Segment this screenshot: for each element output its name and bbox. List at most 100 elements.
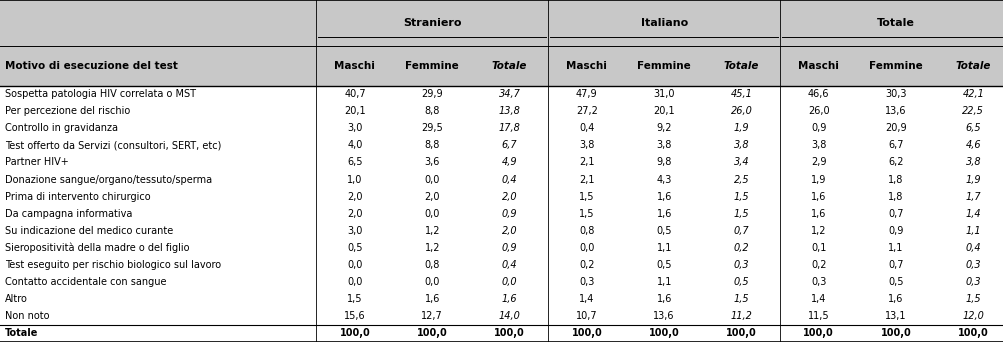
- Text: 0,9: 0,9: [888, 226, 903, 236]
- Text: 13,6: 13,6: [653, 311, 674, 321]
- Text: 1,2: 1,2: [810, 226, 825, 236]
- Text: Totale: Totale: [877, 18, 914, 28]
- Text: 46,6: 46,6: [807, 89, 828, 99]
- Text: 0,7: 0,7: [733, 226, 748, 236]
- Text: 10,7: 10,7: [576, 311, 597, 321]
- Text: 27,2: 27,2: [576, 106, 597, 116]
- Text: 0,4: 0,4: [579, 123, 594, 133]
- Text: 9,8: 9,8: [656, 157, 671, 168]
- Text: 20,9: 20,9: [885, 123, 906, 133]
- Text: 4,0: 4,0: [347, 140, 362, 150]
- Text: 1,1: 1,1: [656, 277, 671, 287]
- Text: 1,6: 1,6: [656, 209, 671, 219]
- Text: 0,3: 0,3: [733, 260, 748, 270]
- Text: 1,9: 1,9: [965, 174, 980, 185]
- Text: 2,0: 2,0: [347, 192, 362, 202]
- Text: 1,1: 1,1: [656, 243, 671, 253]
- Text: 0,9: 0,9: [502, 243, 517, 253]
- Bar: [0, 0, 1003, 46]
- Text: Da campagna informativa: Da campagna informativa: [5, 209, 132, 219]
- Text: 0,5: 0,5: [347, 243, 362, 253]
- Text: 100,0: 100,0: [880, 328, 911, 339]
- Text: 29,9: 29,9: [421, 89, 442, 99]
- Text: 1,5: 1,5: [733, 192, 748, 202]
- Text: Test offerto da Servizi (consultori, SERT, etc): Test offerto da Servizi (consultori, SER…: [5, 140, 222, 150]
- Text: Maschi: Maschi: [797, 61, 839, 71]
- Text: 12,7: 12,7: [421, 311, 442, 321]
- Text: 3,0: 3,0: [347, 123, 362, 133]
- Text: 3,8: 3,8: [810, 140, 825, 150]
- Text: 1,9: 1,9: [733, 123, 748, 133]
- Text: Motivo di esecuzione del test: Motivo di esecuzione del test: [5, 61, 178, 71]
- Text: 1,5: 1,5: [733, 294, 748, 304]
- Text: 1,4: 1,4: [810, 294, 825, 304]
- Text: 6,7: 6,7: [888, 140, 903, 150]
- Text: 0,5: 0,5: [888, 277, 903, 287]
- Text: 1,5: 1,5: [579, 192, 594, 202]
- Text: 40,7: 40,7: [344, 89, 365, 99]
- Text: Sieropositività della madre o del figlio: Sieropositività della madre o del figlio: [5, 243, 190, 253]
- Text: 1,0: 1,0: [347, 174, 362, 185]
- Text: Contatto accidentale con sangue: Contatto accidentale con sangue: [5, 277, 166, 287]
- Text: Italiano: Italiano: [640, 18, 687, 28]
- Text: 0,7: 0,7: [888, 260, 903, 270]
- Text: 1,2: 1,2: [424, 226, 439, 236]
- Text: 26,0: 26,0: [807, 106, 828, 116]
- Text: 0,0: 0,0: [424, 277, 439, 287]
- Text: Controllo in gravidanza: Controllo in gravidanza: [5, 123, 118, 133]
- Text: 100,0: 100,0: [339, 328, 370, 339]
- Text: 13,6: 13,6: [885, 106, 906, 116]
- Text: 14,0: 14,0: [498, 311, 520, 321]
- Text: 3,8: 3,8: [656, 140, 671, 150]
- Text: 8,8: 8,8: [424, 140, 439, 150]
- Text: 2,5: 2,5: [733, 174, 748, 185]
- Text: 15,6: 15,6: [344, 311, 365, 321]
- Text: 2,0: 2,0: [502, 192, 517, 202]
- Text: 0,3: 0,3: [810, 277, 825, 287]
- Text: 0,0: 0,0: [347, 260, 362, 270]
- Text: 6,2: 6,2: [888, 157, 903, 168]
- Text: Maschi: Maschi: [566, 61, 607, 71]
- Text: Totale: Totale: [723, 61, 758, 71]
- Text: 0,0: 0,0: [424, 209, 439, 219]
- Text: 17,8: 17,8: [498, 123, 520, 133]
- Text: 1,5: 1,5: [579, 209, 594, 219]
- Text: 3,4: 3,4: [733, 157, 748, 168]
- Text: 2,1: 2,1: [579, 157, 594, 168]
- Text: 100,0: 100,0: [648, 328, 679, 339]
- Text: Test eseguito per rischio biologico sul lavoro: Test eseguito per rischio biologico sul …: [5, 260, 221, 270]
- Text: Totale: Totale: [955, 61, 990, 71]
- Text: 0,2: 0,2: [579, 260, 594, 270]
- Text: 1,8: 1,8: [888, 192, 903, 202]
- Text: 30,3: 30,3: [885, 89, 906, 99]
- Text: 0,0: 0,0: [502, 277, 517, 287]
- Text: 2,0: 2,0: [347, 209, 362, 219]
- Text: 8,8: 8,8: [424, 106, 439, 116]
- Text: 1,5: 1,5: [733, 209, 748, 219]
- Text: 100,0: 100,0: [957, 328, 988, 339]
- Text: 4,3: 4,3: [656, 174, 671, 185]
- Text: 13,1: 13,1: [885, 311, 906, 321]
- Text: 1,9: 1,9: [810, 174, 825, 185]
- Text: 6,5: 6,5: [347, 157, 362, 168]
- Text: 0,5: 0,5: [656, 260, 671, 270]
- Text: 2,1: 2,1: [579, 174, 594, 185]
- Text: Su indicazione del medico curante: Su indicazione del medico curante: [5, 226, 174, 236]
- Text: 22,5: 22,5: [962, 106, 983, 116]
- Text: 6,7: 6,7: [502, 140, 517, 150]
- Text: 0,4: 0,4: [502, 260, 517, 270]
- Text: 26,0: 26,0: [730, 106, 751, 116]
- Text: 0,7: 0,7: [888, 209, 903, 219]
- Text: 9,2: 9,2: [656, 123, 671, 133]
- Text: 3,8: 3,8: [965, 157, 980, 168]
- Text: 0,0: 0,0: [424, 174, 439, 185]
- Text: 1,5: 1,5: [965, 294, 980, 304]
- Text: Per percezione del rischio: Per percezione del rischio: [5, 106, 130, 116]
- Text: 1,6: 1,6: [656, 192, 671, 202]
- Text: 0,5: 0,5: [733, 277, 748, 287]
- Text: 0,9: 0,9: [502, 209, 517, 219]
- Bar: [0, 46, 1003, 86]
- Text: Sospetta patologia HIV correlata o MST: Sospetta patologia HIV correlata o MST: [5, 89, 196, 99]
- Text: 0,1: 0,1: [810, 243, 825, 253]
- Text: 1,4: 1,4: [579, 294, 594, 304]
